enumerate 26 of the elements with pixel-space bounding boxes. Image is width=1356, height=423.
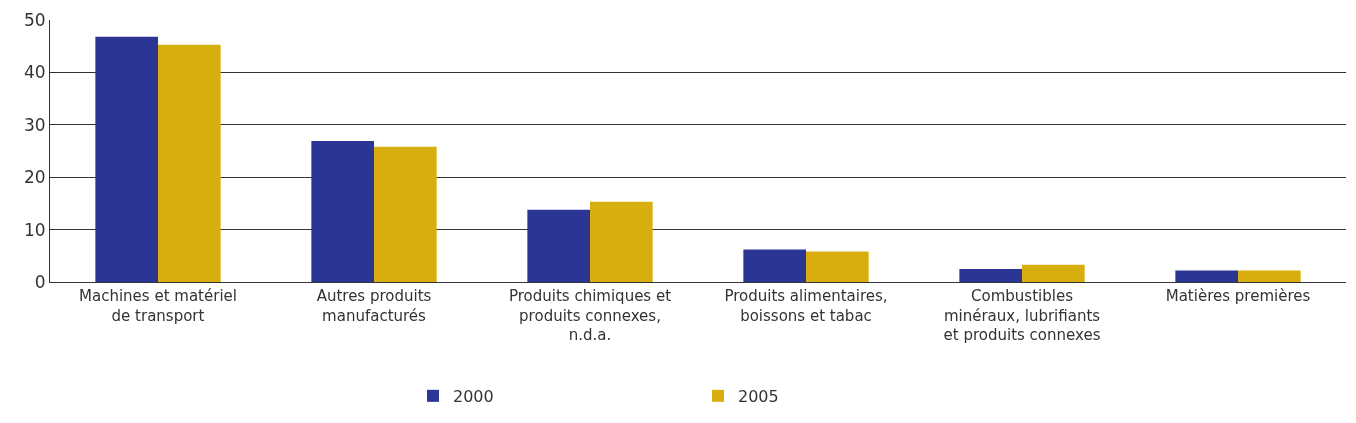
legend-label: 2000	[453, 387, 494, 407]
legend-label: 2005	[738, 387, 779, 407]
x-tick-label: Produits chimiques et produits connexes, n.d.a.	[508, 287, 672, 344]
bar	[959, 268, 1022, 282]
bar	[95, 36, 158, 282]
bar	[743, 249, 806, 282]
x-tick-label: Combustibles minéraux, lubrifiants et produits connexes	[943, 287, 1101, 344]
bar	[806, 251, 869, 282]
bar	[158, 44, 221, 282]
bar	[311, 141, 374, 282]
y-tick-label: 30	[23, 114, 46, 135]
bar	[590, 201, 653, 282]
x-tick-label: Matières premières	[1165, 287, 1311, 305]
x-tick-label: Autres produits manufacturés	[316, 287, 432, 325]
bar	[1022, 264, 1085, 282]
y-tick-label: 20	[23, 167, 46, 188]
y-tick-label: 0	[34, 271, 46, 292]
bar	[1175, 270, 1238, 282]
bar	[374, 146, 437, 282]
y-tick-label: 10	[23, 219, 46, 240]
bar	[1238, 270, 1301, 282]
x-tick-label: Machines et matériel de transport	[79, 287, 237, 325]
bar	[527, 209, 590, 282]
y-tick-label: 50	[23, 9, 46, 30]
y-tick-label: 40	[23, 62, 46, 83]
x-tick-label: Produits alimentaires, boissons et tabac	[724, 287, 888, 325]
